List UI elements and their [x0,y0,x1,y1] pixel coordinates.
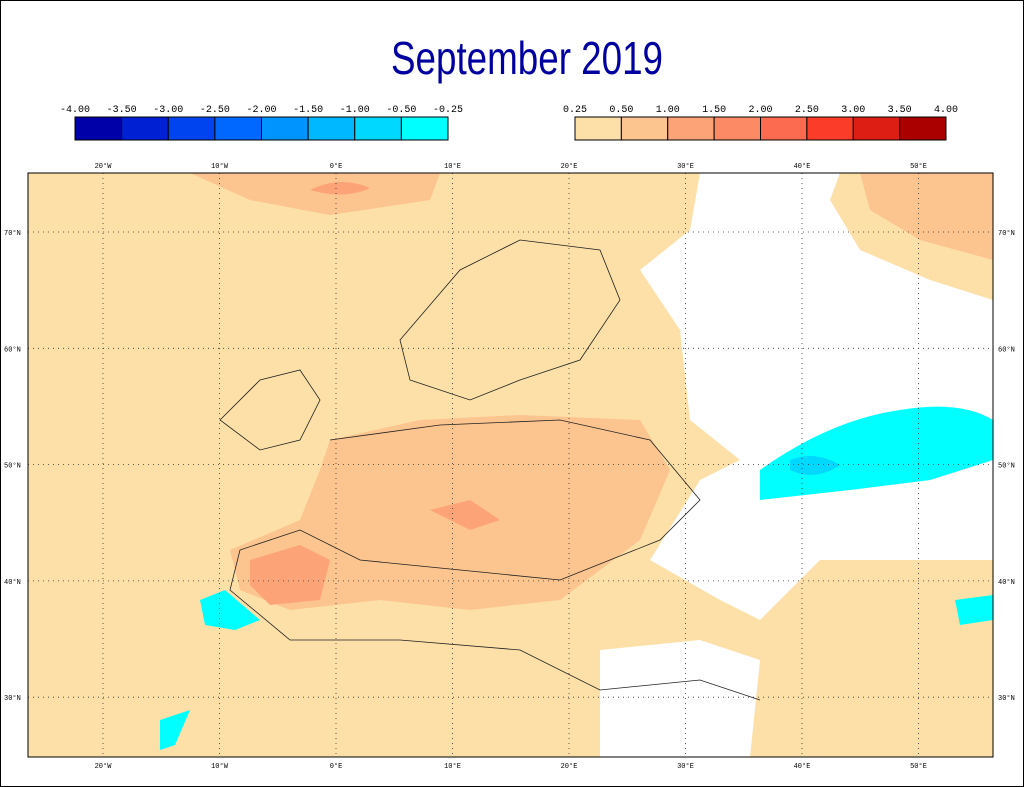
longitude-label: 50°E [910,762,927,771]
longitude-label: 10°W [211,162,229,171]
latitude-label: 30°N [998,694,1015,703]
longitude-label: 30°E [677,162,694,171]
colorbars: -4.00 -3.50 -3.00 -2.50 -2.00 -1.50 -1.00 -0.50… [60,105,958,141]
longitude-label: 10°E [444,162,461,171]
anomaly-area [190,173,440,215]
colorbar-swatch [899,116,947,141]
colorbar-swatch [667,116,715,141]
colorbar-label: -2.00 [246,105,276,116]
colorbar-swatch [760,116,808,141]
colorbar-swatch [167,116,216,141]
map-frame [27,172,994,758]
colorbar-label: -4.00 [60,105,90,116]
colorbar-swatch [261,116,309,141]
longitude-label: 50°E [910,162,927,171]
latitude-label: 50°N [998,462,1015,471]
latitude-label: 50°N [4,462,21,471]
map-area [28,173,993,757]
colorbar-label: 3.50 [888,105,912,116]
longitude-label: 20°E [561,162,578,171]
colorbar-label: 0.50 [609,105,633,116]
latitude-label: 40°N [4,578,21,587]
colorbar-swatch [806,116,854,141]
no-anomaly-area [600,640,760,757]
anomaly-area [860,173,993,260]
colorbar-swatch [852,116,901,141]
negative-anomaly [760,406,993,500]
latitude-label: 30°N [4,694,21,703]
coordinate-labels: 20°W 20°W 10°W 10°W 0°E 0°E 10°E 10°E 20°E 20°E 30… [4,162,1015,771]
latitude-label: 70°N [998,229,1015,238]
longitude-label: 20°W [95,162,113,171]
longitude-label: 0°E [330,162,343,171]
colorbar-label: 1.00 [656,105,680,116]
latitude-label: 60°N [4,345,21,354]
latitude-label: 40°N [998,578,1015,587]
colorbar-swatch [713,116,761,141]
longitude-label: 20°E [561,762,578,771]
negative-anomaly [955,595,993,625]
map-title: September 2019 [391,32,663,84]
colorbar-label: 3.00 [841,105,865,116]
anomaly-area [310,181,370,195]
colorbar-swatch [121,116,169,141]
colorbar-label: 1.50 [702,105,726,116]
colorbar-swatch [354,116,402,141]
longitude-label: 30°E [677,762,694,771]
colorbar-swatch [214,116,262,141]
colorbar-swatch [307,116,356,141]
anomaly-area [250,545,330,605]
colorbar-label: -1.50 [293,105,323,116]
longitude-label: 10°E [444,762,461,771]
longitude-label: 20°W [95,762,113,771]
colorbar-label: 4.00 [934,105,958,116]
latitude-label: 60°N [998,345,1015,354]
longitude-label: 0°E [330,762,343,771]
colorbar-label: 0.25 [563,105,587,116]
colorbar-label: -1.00 [340,105,370,116]
negative-anomaly [200,590,260,630]
colorbar-label: -3.00 [153,105,183,116]
colorbar-label: 2.50 [795,105,819,116]
colorbar-label: -2.50 [200,105,230,116]
latitude-label: 70°N [4,229,21,238]
longitude-label: 40°E [794,162,811,171]
colorbar-swatch [400,116,449,141]
coastline [219,239,761,701]
longitude-label: 40°E [794,762,811,771]
negative-anomaly [160,710,190,750]
colorbar-swatch [574,116,622,141]
anomaly-area [430,500,500,530]
longitude-label: 10°W [211,762,229,771]
colorbar-swatch [74,116,123,141]
colorbar-swatch [620,116,669,141]
colorbar-label: -0.50 [386,105,416,116]
colorbar-label: -3.50 [107,105,137,116]
graticule [28,173,993,757]
colorbar-label: -0.25 [433,105,463,116]
negative-anomaly [790,456,840,475]
colorbar-label: 2.00 [748,105,772,116]
anomaly-area [28,590,130,740]
